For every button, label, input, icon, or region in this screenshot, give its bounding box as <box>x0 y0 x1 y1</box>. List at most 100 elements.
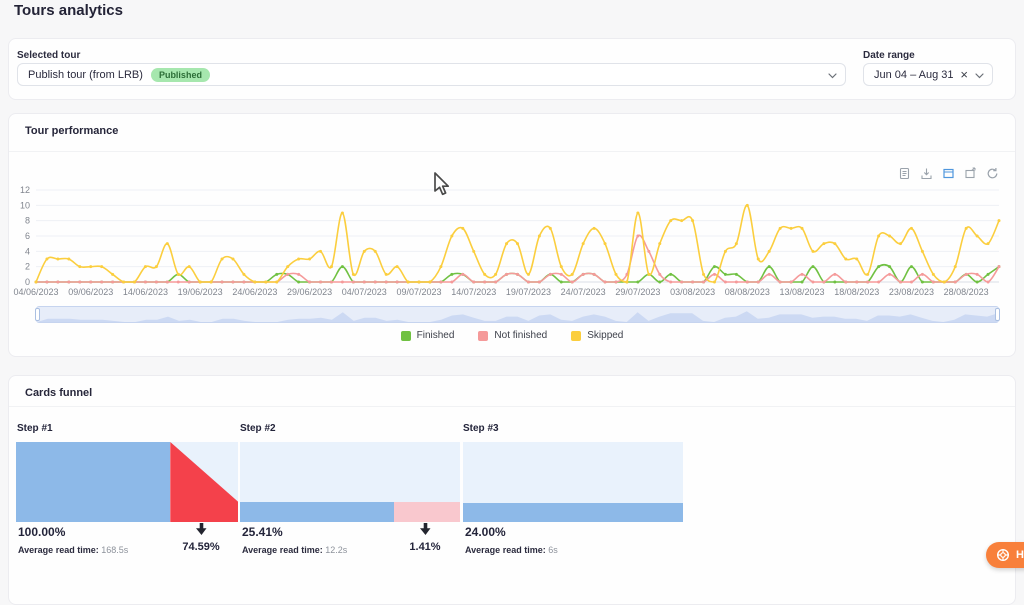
x-axis-tick-label: 09/06/2023 <box>68 287 113 297</box>
y-axis-tick-label: 4 <box>25 246 30 256</box>
clear-date-icon[interactable]: × <box>960 67 968 82</box>
data-point <box>340 280 344 284</box>
step-1-bar <box>16 442 171 522</box>
data-point <box>877 265 881 269</box>
data-point <box>603 242 607 246</box>
chart-legend: Finished Not finished Skipped <box>9 330 1015 341</box>
data-point <box>702 272 706 276</box>
datazoom-slider[interactable] <box>35 306 1000 323</box>
legend-item-skipped[interactable]: Skipped <box>571 330 623 341</box>
data-point <box>154 265 158 269</box>
data-point <box>297 257 301 261</box>
legend-label: Not finished <box>494 330 548 341</box>
data-point <box>340 211 344 215</box>
data-point <box>931 280 935 284</box>
data-point <box>100 265 104 269</box>
data-point <box>669 280 673 284</box>
step-1-label: Step #1 <box>17 423 53 434</box>
data-point <box>691 280 695 284</box>
data-view-icon[interactable] <box>898 167 911 180</box>
data-point <box>767 249 771 253</box>
x-axis-tick-label: 19/07/2023 <box>506 287 551 297</box>
chart-toolbar <box>898 167 999 180</box>
data-point <box>800 226 804 230</box>
data-point <box>712 272 716 276</box>
data-point <box>745 203 749 207</box>
data-point <box>308 280 312 284</box>
data-point <box>89 265 93 269</box>
data-point <box>78 280 82 284</box>
restore-icon[interactable] <box>986 167 999 180</box>
data-point <box>67 280 71 284</box>
data-point <box>45 280 49 284</box>
x-axis-tick-label: 24/06/2023 <box>232 287 277 297</box>
data-point <box>122 280 126 284</box>
funnel-drop-2: 1.41% <box>395 522 455 553</box>
data-point <box>680 280 684 284</box>
data-point <box>723 249 727 253</box>
data-point <box>920 272 924 276</box>
step-3-read-time: Average read time: 6s <box>465 545 558 555</box>
data-point <box>67 257 71 261</box>
x-axis-tick-label: 24/07/2023 <box>561 287 606 297</box>
x-axis-tick-label: 19/06/2023 <box>178 287 223 297</box>
data-point <box>45 257 49 261</box>
chevron-down-icon[interactable] <box>828 73 837 79</box>
legend-item-finished[interactable]: Finished <box>400 330 454 341</box>
data-point <box>329 280 333 284</box>
data-point <box>800 280 804 284</box>
data-point <box>176 280 180 284</box>
data-point <box>811 280 815 284</box>
data-point <box>494 272 498 276</box>
data-point <box>625 280 629 284</box>
data-point <box>373 280 377 284</box>
data-point <box>833 272 837 276</box>
data-point <box>614 280 618 284</box>
data-point <box>570 272 574 276</box>
data-point <box>920 249 924 253</box>
x-axis-tick-label: 13/08/2023 <box>779 287 824 297</box>
legend-swatch <box>571 330 582 341</box>
data-point <box>570 280 574 284</box>
data-point <box>450 234 454 238</box>
divider <box>9 406 1015 407</box>
data-point <box>866 272 870 276</box>
data-point <box>548 226 552 230</box>
data-point <box>964 272 968 276</box>
data-point <box>286 272 290 276</box>
data-point <box>297 272 301 276</box>
data-point <box>723 280 727 284</box>
datazoom-left-handle[interactable] <box>35 308 40 321</box>
data-point <box>209 280 213 284</box>
x-axis-tick-label: 29/07/2023 <box>615 287 660 297</box>
data-point <box>472 249 476 253</box>
data-point <box>461 272 465 276</box>
date-range-select[interactable]: Jun 04 – Aug 31 × <box>863 63 993 86</box>
data-point <box>636 280 640 284</box>
page-title: Tours analytics <box>14 2 123 19</box>
help-button[interactable]: Help <box>986 542 1024 568</box>
tour-performance-chart[interactable]: 0 2 4 6 8 10 12 04/06/2023 09/06/2023 14/06/2023 1… <box>9 154 1017 314</box>
data-point <box>756 257 760 261</box>
datazoom-right-handle[interactable] <box>995 308 1000 321</box>
data-point <box>373 249 377 253</box>
zoom-reset-icon[interactable] <box>964 167 977 180</box>
zoom-select-icon[interactable] <box>942 167 955 180</box>
legend-item-not-finished[interactable]: Not finished <box>478 330 547 341</box>
chevron-down-icon[interactable] <box>975 73 984 79</box>
data-point <box>395 280 399 284</box>
data-point <box>275 280 279 284</box>
y-axis-tick-label: 2 <box>25 262 30 272</box>
datazoom-overview <box>37 311 998 322</box>
data-point <box>526 280 530 284</box>
cards-funnel-card: Cards funnel Step #1 100.00% Average rea… <box>8 375 1016 605</box>
data-point <box>767 265 771 269</box>
selected-tour-select[interactable]: Publish tour (from LRB) Published <box>17 63 846 86</box>
data-point <box>34 280 38 284</box>
published-badge: Published <box>150 67 210 82</box>
data-point <box>953 265 957 269</box>
save-image-icon[interactable] <box>920 167 933 180</box>
data-point <box>899 280 903 284</box>
data-point <box>712 265 716 269</box>
data-point <box>888 272 892 276</box>
